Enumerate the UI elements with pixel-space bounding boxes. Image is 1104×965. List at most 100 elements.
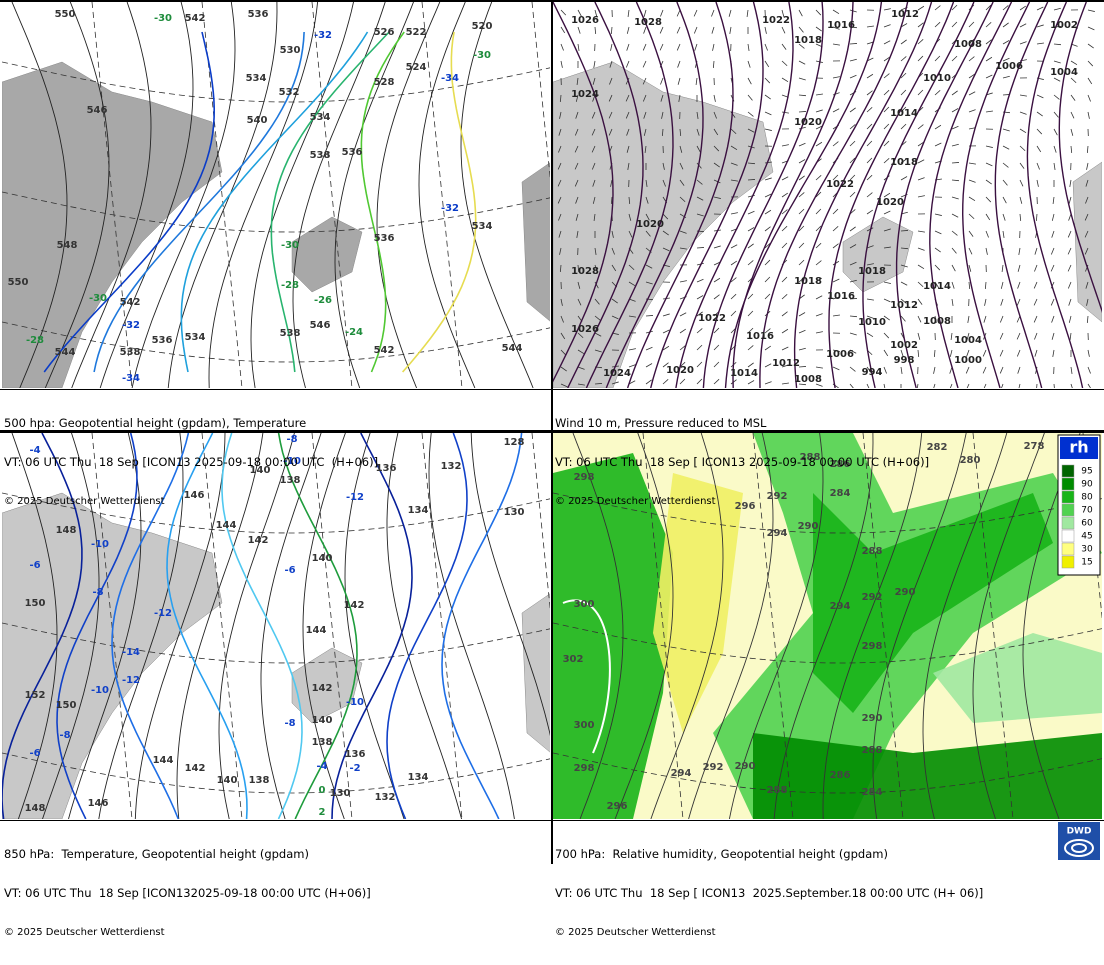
contour-label: -28	[26, 335, 44, 346]
wind-barb	[1003, 76, 1010, 78]
contour-label: 142	[344, 600, 365, 611]
wind-barb	[952, 22, 957, 27]
contour	[422, 433, 462, 819]
contour-label: -4	[316, 761, 327, 772]
contour-label: -30	[89, 293, 107, 304]
wind-barb	[952, 91, 958, 95]
wind-barb	[1054, 163, 1055, 170]
legend-swatch	[1062, 504, 1074, 516]
wind-barb	[867, 193, 872, 197]
contour-label: 152	[25, 690, 46, 701]
wind-barb	[1052, 231, 1054, 238]
wind-barb	[816, 296, 822, 299]
caption-line: 850 hPa: Temperature, Geopotential heigh…	[4, 848, 371, 861]
wind-barb	[1051, 248, 1054, 254]
wind-barb	[748, 294, 753, 299]
wind-barb	[935, 56, 940, 61]
wind-barb	[1034, 282, 1037, 288]
legend-label: 45	[1081, 532, 1092, 542]
caption-line: Wind 10 m, Pressure reduced to MSL	[555, 417, 929, 430]
contour-label: -34	[122, 373, 140, 384]
wind-barb	[884, 367, 887, 374]
wind-barb	[748, 195, 755, 197]
contour-label: 1020	[636, 219, 664, 230]
wind-barb	[697, 379, 702, 384]
wind-barb	[850, 141, 855, 146]
wind-barb	[782, 145, 789, 146]
wind-barb	[969, 197, 975, 201]
wind-barb	[748, 179, 755, 180]
caption: 850 hPa: Temperature, Geopotential heigh…	[4, 822, 371, 965]
wind-barb	[950, 350, 952, 357]
wind-barb	[935, 143, 941, 146]
contour-label: 136	[376, 463, 397, 474]
contour-label: -12	[122, 675, 140, 686]
contour-label: 288	[862, 546, 883, 557]
wind-barb	[935, 265, 940, 270]
contour-label: 1028	[634, 17, 662, 28]
wind-barb	[1087, 316, 1088, 323]
wind-barb	[799, 209, 804, 214]
wind-barb	[678, 61, 680, 68]
wind-barb	[968, 316, 969, 323]
wind-barb	[782, 329, 788, 333]
wind-barb	[1017, 299, 1020, 305]
wind-barb	[952, 197, 959, 199]
wind-barb	[1088, 61, 1093, 66]
wind-barb	[1020, 129, 1026, 133]
wind-barb	[867, 299, 874, 300]
wind-barb	[799, 192, 804, 197]
contour-label: 138	[312, 737, 333, 748]
contour-label: 0	[319, 785, 326, 796]
wind-barb	[782, 383, 789, 384]
wind-barb	[1020, 214, 1021, 221]
wind-barb	[799, 312, 805, 316]
wind-barb	[1051, 299, 1054, 305]
wind-barb	[1069, 214, 1071, 221]
wind-barb	[1035, 248, 1037, 255]
wind-barb	[782, 112, 789, 113]
contour-label: 284	[862, 787, 883, 798]
wind-barb	[696, 78, 697, 85]
wind-barb	[1003, 197, 1006, 203]
wind-barb	[986, 22, 991, 27]
wind-barb	[1054, 44, 1061, 45]
wind-barb	[850, 108, 856, 112]
wind-barb	[952, 126, 958, 129]
contour-label: -8	[92, 587, 103, 598]
contour-label: 1010	[858, 317, 886, 328]
contour-label: 544	[55, 347, 76, 358]
contour-label: 142	[312, 683, 333, 694]
contour-label: 1014	[730, 368, 758, 379]
wind-barb	[643, 61, 646, 67]
contour	[419, 2, 475, 388]
contour-label: -34	[441, 73, 459, 84]
wind-barb	[1020, 197, 1022, 204]
wind-barb	[986, 111, 993, 112]
wind-barb	[1068, 231, 1071, 237]
wind-barb	[1003, 23, 1009, 27]
wind-barb	[816, 243, 821, 248]
wind-barb	[816, 314, 823, 316]
wind-barb	[1054, 8, 1061, 10]
contour-label: 282	[927, 442, 948, 453]
wind-barb	[765, 178, 772, 180]
wind-barb	[1069, 197, 1071, 204]
wind-barb	[884, 124, 889, 129]
contour-label: 146	[88, 798, 109, 809]
wind-barb	[799, 10, 802, 16]
contour-label: 1018	[794, 35, 822, 46]
wind-barb	[1088, 10, 1095, 12]
wind-barb	[748, 345, 753, 350]
wind-barb	[1053, 197, 1054, 204]
contour-label: 132	[441, 461, 462, 472]
wind-barb	[935, 231, 941, 234]
wind-barb	[660, 44, 663, 50]
wind-barb	[1017, 333, 1020, 339]
wind-barb	[1003, 231, 1004, 238]
wind-barb	[901, 124, 906, 129]
contour-label: 1014	[890, 108, 918, 119]
wind-barb	[918, 333, 920, 340]
contour-label: 300	[574, 720, 595, 731]
wind-barb	[561, 61, 562, 68]
